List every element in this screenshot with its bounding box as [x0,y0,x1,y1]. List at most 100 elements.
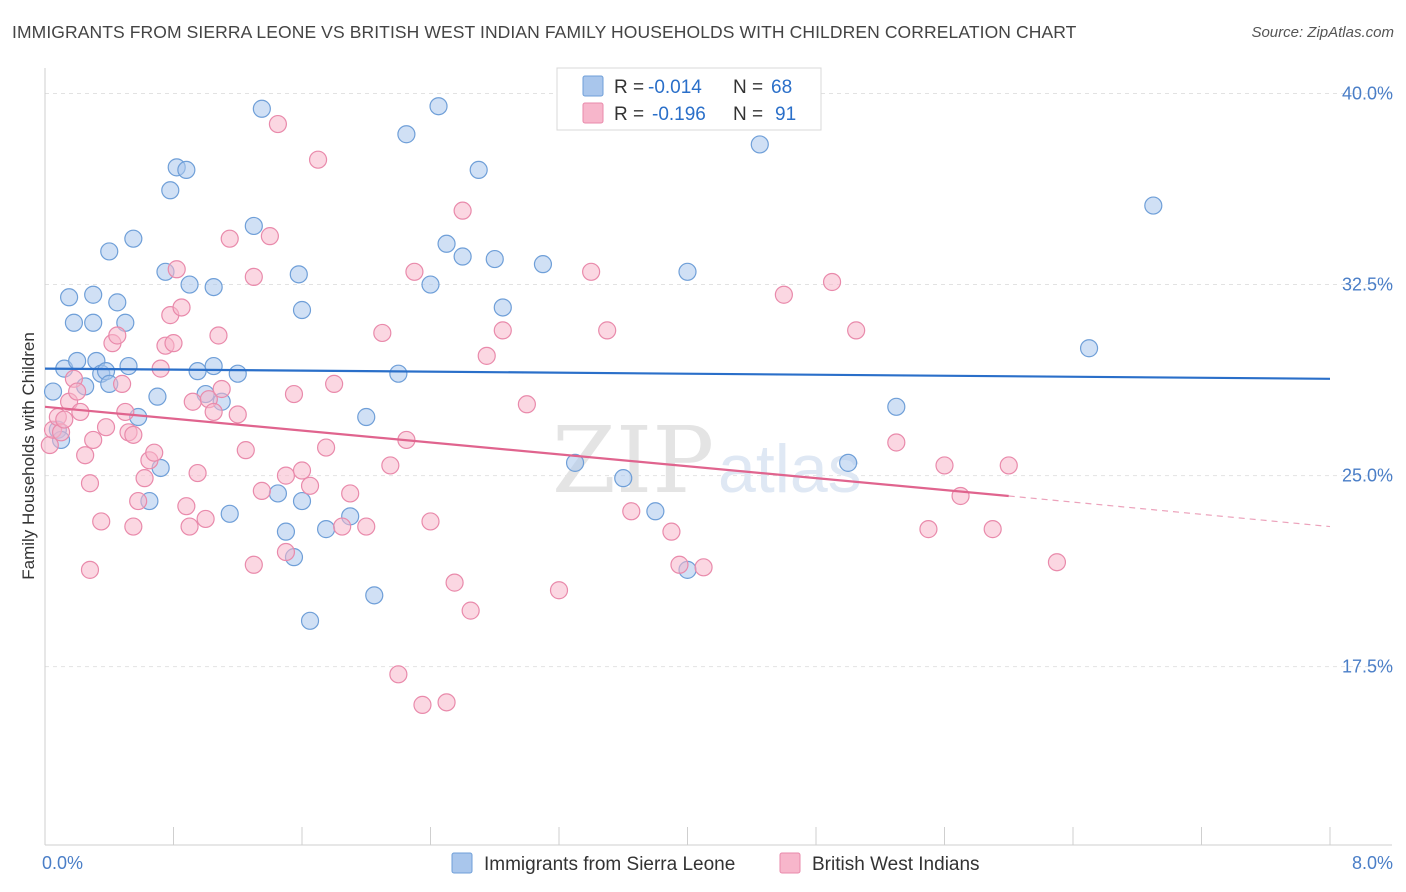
point-s1-89 [244,555,263,574]
point-s0-29 [204,277,223,297]
point-s1-85 [999,456,1018,475]
point-s0-56 [614,469,633,488]
point-s0-60 [750,135,769,154]
point-s0-64 [1144,196,1163,215]
point-s1-7 [68,382,87,401]
point-s0-40 [300,611,320,630]
bottom-legend-swatch-sierra-leone [451,852,473,874]
point-s1-69 [517,395,536,414]
tick-labels: 17.5% 25.0% 32.5% 40.0% 0.0% 8.0% [42,83,1393,873]
trend-line-dashed-1 [1008,495,1331,528]
point-s0-46 [397,125,416,144]
point-s1-77 [774,285,793,304]
y-tick-label-0: 17.5% [1342,657,1393,677]
point-s1-66 [461,601,480,620]
point-s0-43 [357,407,376,427]
point-s1-43 [252,481,271,500]
point-s0-45 [389,364,408,383]
point-s1-53 [333,517,352,536]
legend-n-value-1: 68 [771,77,792,98]
data-points [40,97,1163,714]
point-s1-60 [405,262,424,281]
point-s0-30 [204,356,223,376]
legend-n-label-2: N = [733,104,763,125]
legend-r-value-2: -0.196 [652,104,706,125]
point-s1-73 [622,502,641,521]
point-s1-52 [325,374,344,393]
point-s0-53 [493,298,512,317]
point-s0-23 [161,181,180,200]
point-s1-11 [84,430,103,450]
point-s1-33 [188,463,207,483]
point-s0-59 [678,262,697,281]
point-s1-79 [847,321,866,340]
point-s1-76 [694,558,713,577]
point-s0-38 [289,265,308,284]
legend-r-value-1: -0.014 [648,77,702,98]
point-s1-15 [108,326,127,345]
point-s1-34 [196,509,215,529]
point-s1-13 [96,418,116,437]
point-s0-27 [188,362,207,381]
point-s1-30 [177,497,196,516]
point-s1-31 [180,517,199,536]
point-s0-34 [252,99,271,118]
point-s0-17 [119,356,138,376]
legend-box: R = -0.014 N = 68 R = -0.196 N = 91 [556,67,822,131]
point-s1-65 [453,201,472,220]
point-s0-51 [469,160,488,180]
point-s1-41 [236,441,255,460]
point-s1-86 [1047,553,1067,572]
point-s1-75 [670,555,689,574]
point-s1-38 [212,379,231,399]
point-s1-23 [145,443,164,462]
point-s1-32 [183,392,202,411]
point-s1-28 [167,260,186,279]
point-s0-52 [485,249,504,269]
point-s1-49 [300,476,320,495]
point-s0-20 [148,387,167,406]
point-s0-62 [887,397,906,416]
point-s1-27 [164,334,183,353]
point-s0-9 [84,313,103,332]
point-s1-54 [341,484,360,503]
bottom-legend-swatch-british-west-indians [779,852,801,874]
point-s0-66 [220,504,239,523]
point-s0-49 [437,234,456,253]
point-s0-48 [429,97,448,116]
trend-line-1 [44,405,1009,498]
point-s1-10 [80,474,100,493]
bottom-legend-label-british-west-indians: British West Indians [812,854,980,875]
y-axis-label: Family Households with Children [19,332,38,580]
watermark: ZIP atlas [552,407,862,514]
point-s0-4 [59,288,79,307]
point-s0-0 [43,382,63,401]
point-s1-20 [129,491,148,511]
point-s1-12 [92,512,111,531]
point-s0-39 [292,300,312,320]
point-s0-54 [533,255,553,274]
point-s1-90 [276,542,296,562]
point-s1-19 [124,425,143,444]
point-s1-21 [135,469,154,488]
point-s1-46 [276,466,296,485]
point-s0-47 [421,275,440,294]
point-s1-67 [477,346,496,365]
point-s1-44 [260,227,279,246]
legend-swatch-british-west-indians [582,102,604,124]
point-s1-63 [437,693,456,712]
point-s1-70 [549,581,569,600]
point-s0-41 [316,520,336,539]
legend-n-value-2: 91 [775,104,796,125]
point-s0-15 [108,293,127,312]
x-tick-label-0: 0.0% [42,853,83,873]
source-label: Source: ZipAtlas.com [1251,24,1394,41]
chart-title: IMMIGRANTS FROM SIERRA LEONE VS BRITISH … [12,22,1077,42]
point-s0-44 [365,586,384,605]
y-tick-label-2: 32.5% [1342,275,1393,295]
legend-n-label-1: N = [733,77,763,98]
axes [44,68,1392,846]
point-s0-63 [1079,339,1099,358]
legend-swatch-sierra-leone [582,75,604,97]
